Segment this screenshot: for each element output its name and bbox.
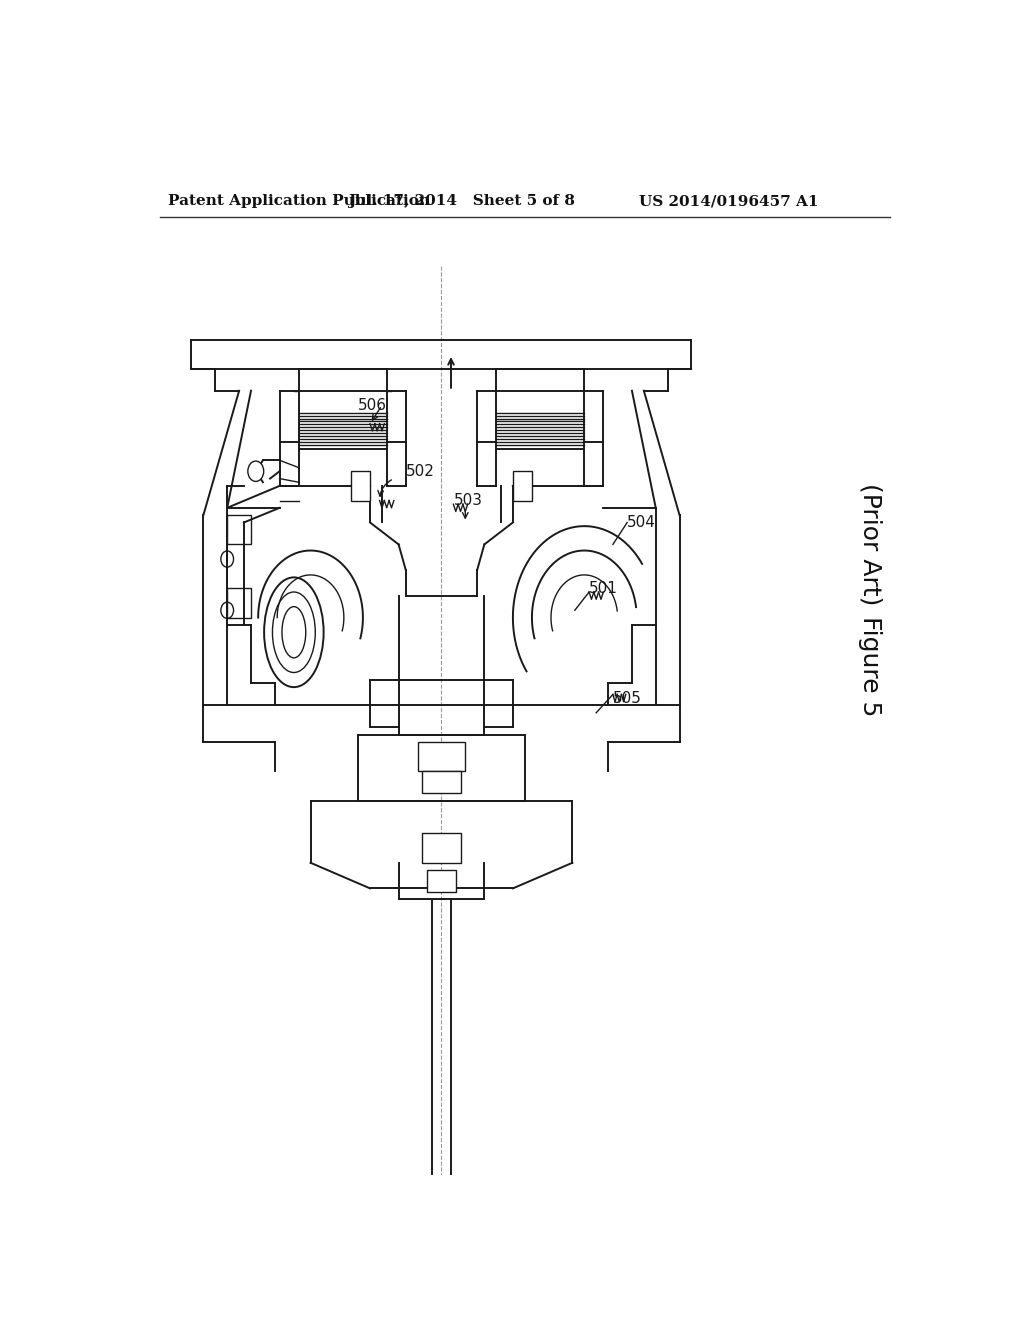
Text: 505: 505 bbox=[613, 690, 642, 706]
Text: 501: 501 bbox=[589, 581, 617, 595]
Text: (Prior Art): (Prior Art) bbox=[858, 483, 882, 606]
Bar bbox=[351, 471, 370, 500]
Text: 506: 506 bbox=[358, 397, 387, 413]
Text: Figure 5: Figure 5 bbox=[858, 616, 882, 717]
Circle shape bbox=[248, 461, 264, 482]
Text: Patent Application Publication: Patent Application Publication bbox=[168, 194, 430, 209]
Text: 504: 504 bbox=[627, 515, 656, 529]
Text: 502: 502 bbox=[406, 463, 434, 479]
Bar bbox=[418, 742, 465, 771]
Text: Jul. 17, 2014   Sheet 5 of 8: Jul. 17, 2014 Sheet 5 of 8 bbox=[348, 194, 574, 209]
Bar bbox=[423, 771, 461, 793]
Text: US 2014/0196457 A1: US 2014/0196457 A1 bbox=[639, 194, 818, 209]
Bar bbox=[227, 589, 251, 618]
Bar bbox=[227, 515, 251, 544]
Bar bbox=[427, 870, 456, 892]
Text: 503: 503 bbox=[454, 494, 482, 508]
Bar bbox=[423, 833, 461, 863]
Bar bbox=[513, 471, 531, 500]
